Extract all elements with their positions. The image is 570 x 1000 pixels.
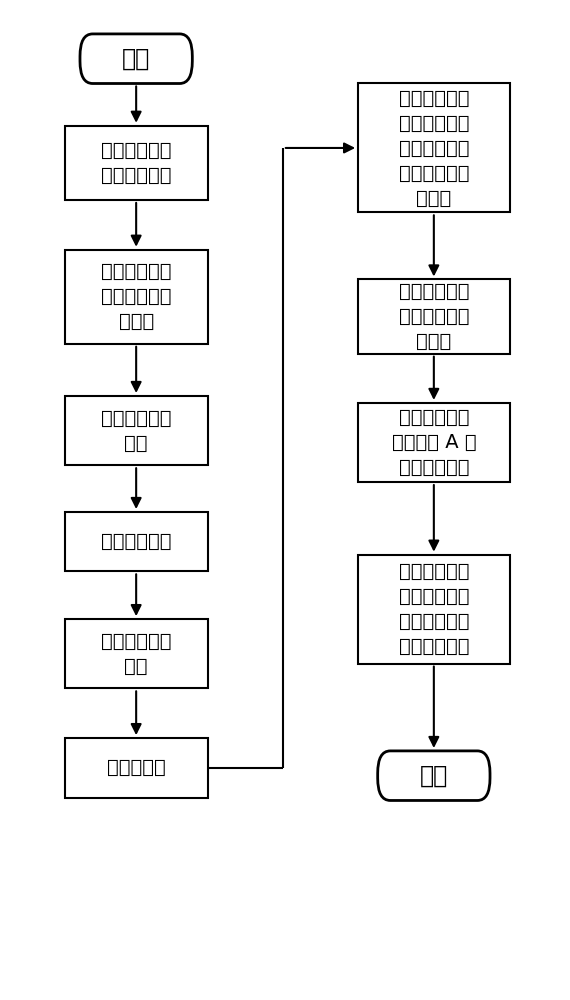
- FancyBboxPatch shape: [358, 555, 510, 664]
- FancyBboxPatch shape: [358, 83, 510, 212]
- FancyBboxPatch shape: [358, 279, 510, 354]
- FancyBboxPatch shape: [64, 619, 208, 688]
- Text: 获取光学自由
曲面的待拟合
数据点: 获取光学自由 曲面的待拟合 数据点: [101, 262, 172, 331]
- Text: 利用优化算法
明确系数 A 的
最佳取值范围: 利用优化算法 明确系数 A 的 最佳取值范围: [392, 408, 476, 477]
- Text: 分析处理梯度
向量: 分析处理梯度 向量: [101, 632, 172, 676]
- Text: 结束: 结束: [420, 764, 448, 788]
- Text: 待拟合数据归
一化: 待拟合数据归 一化: [101, 409, 172, 453]
- Text: 开始: 开始: [122, 47, 150, 71]
- FancyBboxPatch shape: [378, 751, 490, 800]
- FancyBboxPatch shape: [64, 738, 208, 798]
- FancyBboxPatch shape: [64, 250, 208, 344]
- Text: 明确高斯径向
基函数表达式: 明确高斯径向 基函数表达式: [101, 141, 172, 185]
- Text: 在子孔径内均
匀分布基函数
中心点: 在子孔径内均 匀分布基函数 中心点: [398, 282, 469, 351]
- FancyBboxPatch shape: [358, 403, 510, 482]
- Text: 划分子孔径: 划分子孔径: [107, 758, 165, 777]
- FancyBboxPatch shape: [64, 512, 208, 571]
- FancyBboxPatch shape: [64, 396, 208, 465]
- FancyBboxPatch shape: [80, 34, 192, 84]
- Text: 设置基函数基
底数，获取各
子孔径内基函
数个数及基函
数总数: 设置基函数基 底数，获取各 子孔径内基函 数个数及基函 数总数: [398, 88, 469, 207]
- FancyBboxPatch shape: [64, 126, 208, 200]
- Text: 计算梯度向量: 计算梯度向量: [101, 532, 172, 551]
- Text: 利用优化算法
明确最终拟合
效果，明确最
终基函数总数: 利用优化算法 明确最终拟合 效果，明确最 终基函数总数: [398, 562, 469, 656]
